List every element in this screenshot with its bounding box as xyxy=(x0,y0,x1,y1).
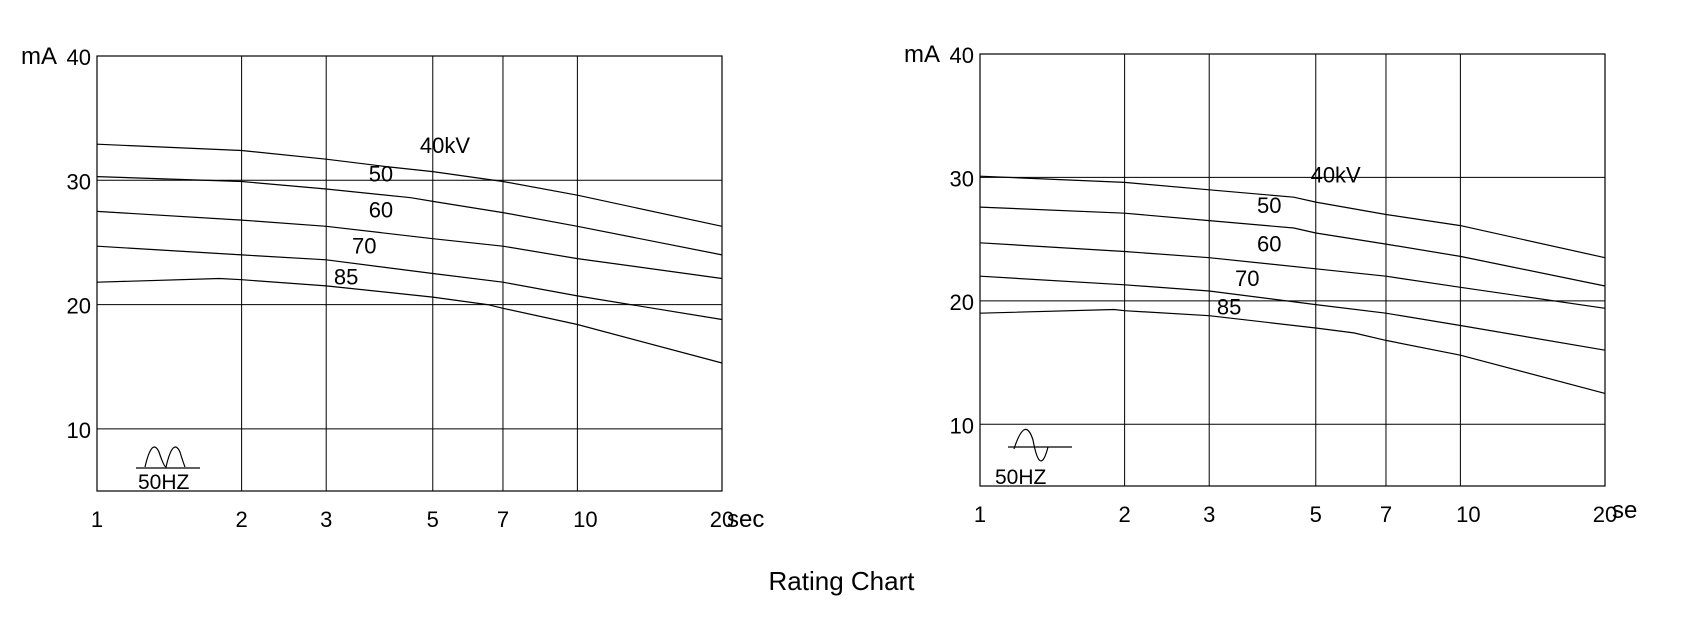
series-label-40kV: 40kV xyxy=(420,133,470,158)
y-tick-label: 40 xyxy=(67,45,91,70)
series-line-60 xyxy=(979,242,1606,309)
x-tick-label: 2 xyxy=(235,507,247,532)
x-tick-label: 5 xyxy=(1310,502,1322,527)
x-tick-label: 2 xyxy=(1118,502,1130,527)
series-line-85 xyxy=(979,308,1606,394)
series-label-70: 70 xyxy=(352,234,376,259)
y-tick-label: 20 xyxy=(67,294,91,319)
x-tick-label: 7 xyxy=(1380,502,1392,527)
frequency-annotation: 50HZ xyxy=(138,471,190,494)
y-tick-label: 10 xyxy=(67,418,91,443)
y-tick-label: 10 xyxy=(950,413,974,438)
series-label-85: 85 xyxy=(334,265,358,290)
series-line-40kV xyxy=(979,175,1606,259)
x-tick-label: 3 xyxy=(320,507,332,532)
series-line-60 xyxy=(96,210,723,280)
series-label-50: 50 xyxy=(369,162,393,187)
x-tick-label: 5 xyxy=(427,507,439,532)
series-line-40kV xyxy=(96,143,723,227)
sine-wave-icon xyxy=(1008,428,1072,462)
series-line-50 xyxy=(96,176,723,256)
y-axis-label: mA xyxy=(904,41,940,68)
series-label-85: 85 xyxy=(1217,294,1241,319)
x-tick-label: 10 xyxy=(573,507,597,532)
x-tick-label: 3 xyxy=(1203,502,1215,527)
series-label-60: 60 xyxy=(1257,231,1281,256)
y-axis-label: mA xyxy=(21,43,57,70)
x-tick-label: 1 xyxy=(974,502,986,527)
frequency-annotation: 50HZ xyxy=(995,466,1047,489)
x-tick-label: 1 xyxy=(91,507,103,532)
x-tick-label: 10 xyxy=(1456,502,1480,527)
series-line-70 xyxy=(96,245,723,321)
series-line-85 xyxy=(96,277,723,364)
series-label-50: 50 xyxy=(1257,193,1281,218)
y-tick-label: 30 xyxy=(67,169,91,194)
x-axis-label: sec xyxy=(727,506,764,533)
series-line-50 xyxy=(979,206,1606,287)
chart-title: Rating Chart xyxy=(768,566,915,596)
y-tick-label: 20 xyxy=(950,290,974,315)
chart-0-layer: 1 2 3 5 7 10 20 40 30 20 10 mA sec 40kV 50 60 70 85 50HZ xyxy=(21,43,764,533)
x-tick-label: 7 xyxy=(497,507,509,532)
x-tick-label: 20 xyxy=(1593,502,1617,527)
y-tick-label: 30 xyxy=(950,166,974,191)
series-line-70 xyxy=(979,275,1606,351)
series-label-40kV: 40kV xyxy=(1311,162,1361,187)
full-wave-rectified-icon xyxy=(136,446,200,469)
chart-1-layer: 1 2 3 5 7 10 20 40 30 20 10 mA se 40kV 50 60 70 85 50HZ xyxy=(904,41,1637,527)
plot-frame xyxy=(979,53,1606,487)
series-label-70: 70 xyxy=(1235,266,1259,291)
x-axis-label: se xyxy=(1612,497,1637,524)
series-label-60: 60 xyxy=(369,198,393,223)
y-tick-label: 40 xyxy=(950,43,974,68)
plot-frame xyxy=(96,55,723,492)
x-tick-label: 20 xyxy=(710,507,734,532)
